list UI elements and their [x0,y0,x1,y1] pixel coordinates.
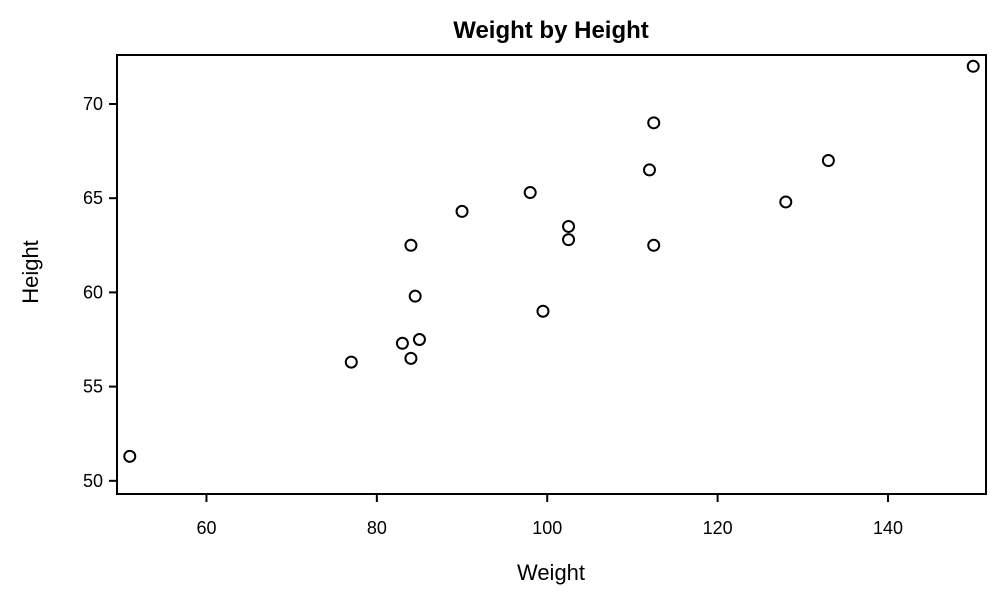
y-axis-label: Height [18,240,43,304]
data-point [642,163,656,177]
y-tick-label: 70 [83,94,103,114]
y-tick-label: 65 [83,188,103,208]
x-tick-label: 120 [703,518,733,538]
data-point [562,233,576,247]
chart-title: Weight by Height [453,17,649,44]
data-point [647,116,661,130]
x-axis: 60 80 100 120 140 [196,494,903,538]
data-point [412,333,426,347]
data-points [123,59,980,463]
data-point [455,204,469,218]
x-axis-label: Weight [517,560,585,585]
data-point [344,355,358,369]
data-point [779,195,793,209]
data-point [123,449,137,463]
y-tick-label: 50 [83,471,103,491]
data-point [523,186,537,200]
y-tick-label: 55 [83,377,103,397]
x-tick-label: 60 [196,518,216,538]
data-point [395,336,409,350]
data-point [404,351,418,365]
y-tick-label: 60 [83,282,103,302]
x-tick-label: 100 [532,518,562,538]
data-point [647,238,661,252]
data-point [536,304,550,318]
data-point [562,219,576,233]
x-tick-label: 140 [873,518,903,538]
plot-frame [116,54,987,495]
data-point [821,154,835,168]
x-tick-label: 80 [367,518,387,538]
data-point [966,59,980,73]
y-axis: 50 55 60 65 70 [83,94,117,491]
data-point [408,289,422,303]
data-point [404,238,418,252]
